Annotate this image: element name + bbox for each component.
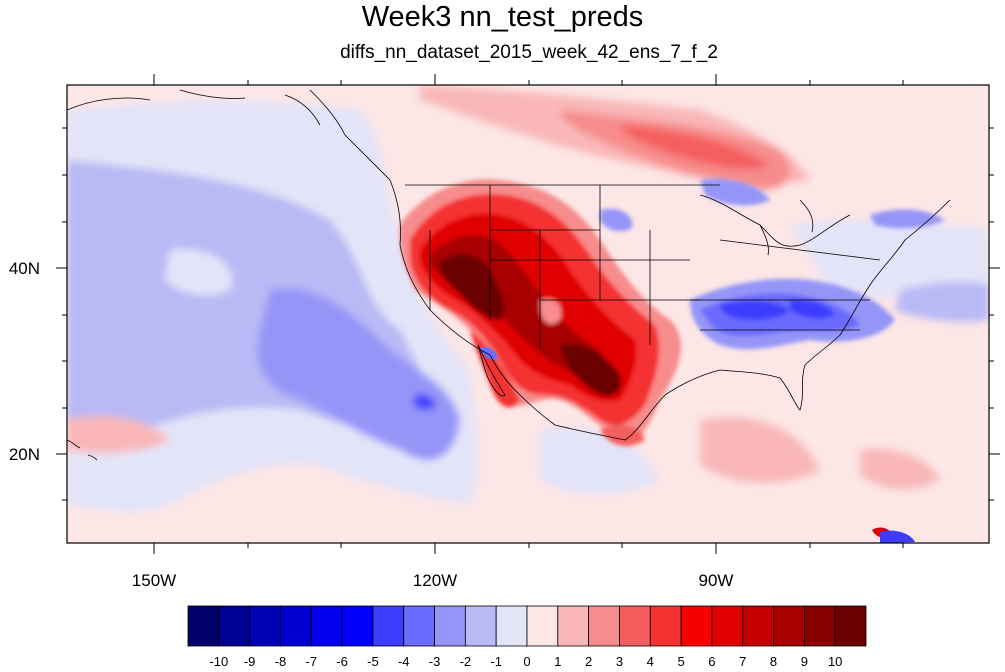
coastlines	[67, 89, 951, 461]
colorbar-label: 10	[828, 654, 842, 669]
difference-field	[67, 85, 989, 543]
colorbar-swatch	[742, 605, 774, 647]
colorbar: -10 -9 -8 -7 -6 -5 -4 -3 -2 -1 0 1 2 3 4 5 6 7 8 9 10	[187, 605, 867, 669]
colorbar-label: -1	[490, 654, 502, 669]
colorbar-swatch	[834, 605, 867, 647]
colorbar-swatch	[187, 605, 220, 647]
colorbar-label: 6	[708, 654, 715, 669]
colorbar-label: -9	[244, 654, 256, 669]
colorbar-swatch	[310, 605, 343, 647]
colorbar-swatch	[218, 605, 251, 647]
colorbar-label: -6	[336, 654, 348, 669]
colorbar-label: 7	[739, 654, 746, 669]
colorbar-label: 3	[616, 654, 623, 669]
colorbar-label: 0	[523, 654, 530, 669]
plot-frame	[66, 84, 990, 544]
colorbar-swatch	[557, 605, 590, 647]
colorbar-swatch	[280, 605, 312, 647]
map-title: Week3 nn_test_preds	[361, 1, 644, 33]
x-tick-label-120w: 120W	[413, 571, 457, 590]
colorbar-label: -4	[398, 654, 410, 669]
colorbar-swatch	[341, 605, 374, 647]
colorbar-swatch	[464, 605, 497, 647]
colorbar-label: 1	[554, 654, 561, 669]
colorbar-label: -8	[275, 654, 287, 669]
colorbar-label: -5	[367, 654, 379, 669]
colorbar-swatch	[526, 605, 559, 647]
x-tick-label-90w: 90W	[699, 571, 734, 590]
colorbar-swatch	[588, 605, 620, 647]
colorbar-swatch	[680, 605, 713, 647]
colorbar-swatch	[803, 605, 836, 647]
colorbar-swatch	[495, 605, 528, 647]
colorbar-label: 2	[585, 654, 592, 669]
colorbar-swatch	[434, 605, 466, 647]
colorbar-swatch	[372, 605, 405, 647]
colorbar-label: -2	[460, 654, 472, 669]
colorbar-label: 8	[770, 654, 777, 669]
colorbar-label: -10	[209, 654, 228, 669]
colorbar-swatch	[249, 605, 281, 647]
map-subtitle: diffs_nn_dataset_2015_week_42_ens_7_f_2	[340, 42, 718, 63]
colorbar-swatch	[773, 605, 805, 647]
colorbar-label: -7	[305, 654, 317, 669]
y-tick-label-40n: 40N	[9, 259, 40, 278]
colorbar-label: 4	[647, 654, 654, 669]
x-tick-label-150w: 150W	[132, 571, 176, 590]
colorbar-label: -3	[429, 654, 441, 669]
tick-marks	[56, 74, 1000, 554]
colorbar-label: 9	[801, 654, 808, 669]
colorbar-swatch	[619, 605, 651, 647]
colorbar-swatch	[649, 605, 682, 647]
colorbar-swatch	[711, 605, 744, 647]
colorbar-swatch	[403, 605, 435, 647]
colorbar-label: 5	[677, 654, 684, 669]
y-tick-label-20n: 20N	[9, 445, 40, 464]
